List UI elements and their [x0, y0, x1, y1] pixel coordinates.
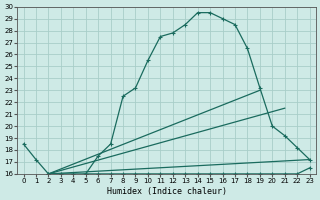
X-axis label: Humidex (Indice chaleur): Humidex (Indice chaleur): [107, 187, 227, 196]
